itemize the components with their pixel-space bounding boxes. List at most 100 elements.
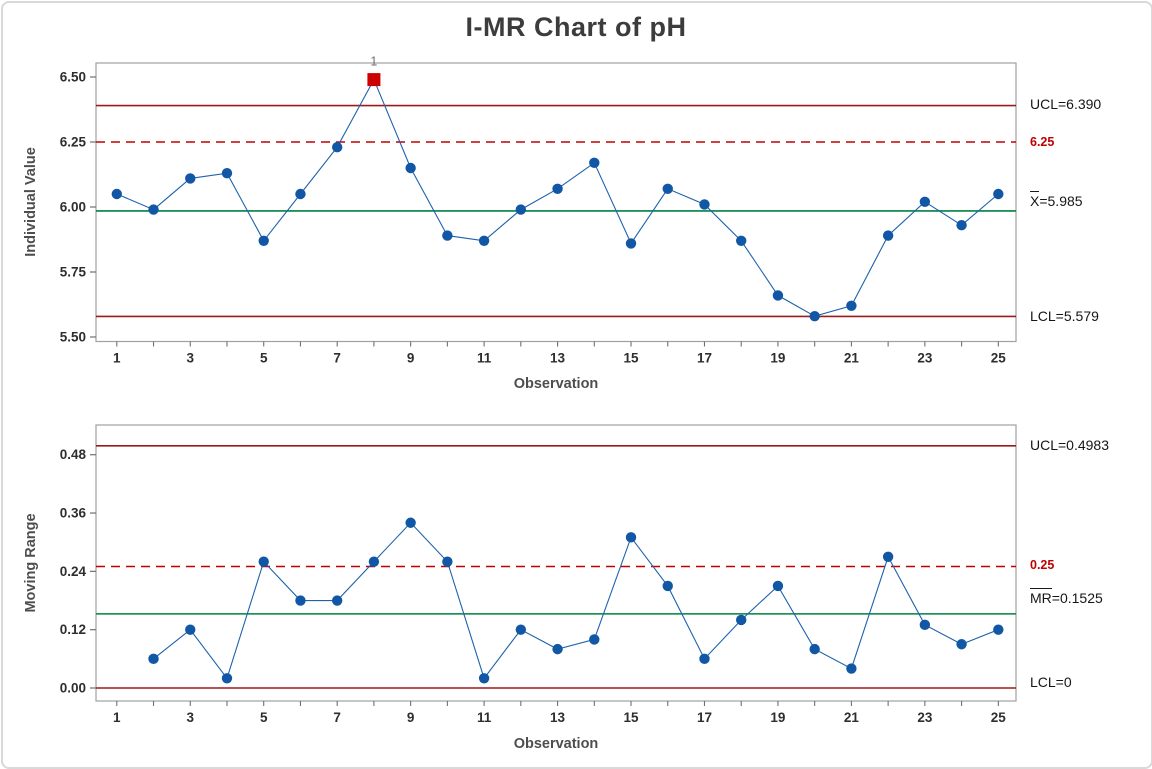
data-point-marker [148,653,159,665]
data-point-marker [185,173,196,184]
x-tick-label: 17 [697,710,712,725]
data-point-marker [148,204,159,215]
x-tick-label: 15 [624,710,640,725]
y-tick-label: 0.24 [60,564,87,579]
data-point-marker [221,673,233,684]
y-tick-label: 6.00 [60,200,86,215]
data-point-marker [221,168,233,179]
data-point-marker [993,188,1004,200]
data-point-marker [625,532,637,543]
data-point-marker [772,290,784,301]
x-tick-label: 11 [477,351,492,366]
data-point-marker [258,235,269,246]
data-point-marker [295,595,306,606]
data-point-marker [331,142,343,153]
data-point-marker [846,663,857,674]
data-point-marker [882,551,894,562]
individuals-ucl-label: UCL=6.390 [1030,96,1102,112]
xbar-symbol: X [1030,191,1040,209]
data-point-marker [589,157,600,168]
data-point-marker [699,199,710,210]
data-point-marker [919,619,931,631]
mr-plot-border [95,424,1017,702]
x-tick-label: 21 [844,710,860,725]
data-point-marker [331,595,343,606]
data-point-marker [515,624,527,635]
data-point-marker [956,220,967,231]
data-point-marker [515,204,527,215]
x-tick-label: 7 [333,351,341,366]
x-tick-label: 3 [187,710,195,725]
data-point-marker [478,673,490,684]
x-tick-label: 1 [113,710,121,725]
data-point-marker [478,235,490,246]
data-point-marker [736,614,747,626]
x-tick-label: 19 [770,351,785,366]
y-tick-label: 6.25 [60,135,87,150]
x-tick-label: 13 [550,351,566,366]
individuals-y-axis-title: Individual Value [23,147,39,257]
data-point-marker [846,300,857,311]
individuals-plot-border [95,62,1017,343]
data-point-marker [442,556,453,567]
data-point-marker [699,653,710,665]
mr-ucl-label: UCL=0.4983 [1030,437,1110,453]
data-point-marker [662,183,673,194]
x-tick-label: 7 [333,710,341,725]
data-point-marker [111,188,123,200]
series-line [116,78,999,317]
x-tick-label: 5 [260,710,268,725]
x-tick-label: 13 [550,710,566,725]
x-tick-label: 1 [113,351,121,366]
y-tick-label: 5.50 [60,330,86,345]
individuals-spec-label: 6.25 [1030,135,1055,149]
mr-y-axis-title: Moving Range [23,513,39,613]
x-tick-label: 5 [260,351,268,366]
x-tick-label: 9 [407,710,415,725]
data-point-marker [956,639,967,650]
data-point-marker [368,556,380,567]
data-point-marker [919,196,931,207]
x-tick-label: 15 [624,351,640,366]
data-point-marker [625,238,637,249]
x-tick-label: 3 [187,351,195,366]
mrbar-symbol: MR [1030,588,1052,606]
x-tick-label: 11 [477,710,492,725]
data-point-marker [405,517,416,528]
x-tick-label: 23 [917,710,933,725]
x-tick-label: 17 [697,351,712,366]
data-point-marker [662,580,673,592]
data-point-marker [295,188,306,200]
data-point-marker [258,556,269,567]
mr-lcl-label: LCL=0 [1030,674,1072,690]
mr-x-axis-title: Observation [513,736,599,752]
y-tick-label: 0.36 [60,506,87,521]
individuals-center-label: X=5.985 [1030,191,1083,209]
y-tick-label: 6.50 [60,70,86,85]
y-tick-label: 0.00 [60,681,86,696]
x-tick-label: 19 [770,710,785,725]
data-point-marker [882,230,894,241]
individuals-x-axis-title: Observation [513,376,599,392]
data-point-marker [442,230,453,241]
data-point-marker [809,311,820,322]
data-point-marker [993,624,1004,635]
out-of-control-flag-label: 1 [370,55,377,69]
y-tick-label: 0.48 [60,447,87,462]
x-tick-label: 23 [917,351,933,366]
data-point-marker [809,643,820,655]
data-point-marker [772,580,784,592]
x-tick-label: 25 [991,710,1007,725]
out-of-control-marker [367,73,381,87]
page-title: I-MR Chart of pH [465,12,687,42]
individuals-lcl-label: LCL=5.579 [1030,308,1099,324]
x-tick-label: 21 [844,351,860,366]
mr-center-label: MR=0.1525 [1030,588,1103,606]
x-tick-label: 9 [407,351,415,366]
data-point-marker [736,235,747,246]
y-tick-label: 0.12 [60,622,86,637]
x-tick-label: 25 [991,351,1007,366]
data-point-marker [185,624,196,635]
y-tick-label: 5.75 [60,265,87,280]
